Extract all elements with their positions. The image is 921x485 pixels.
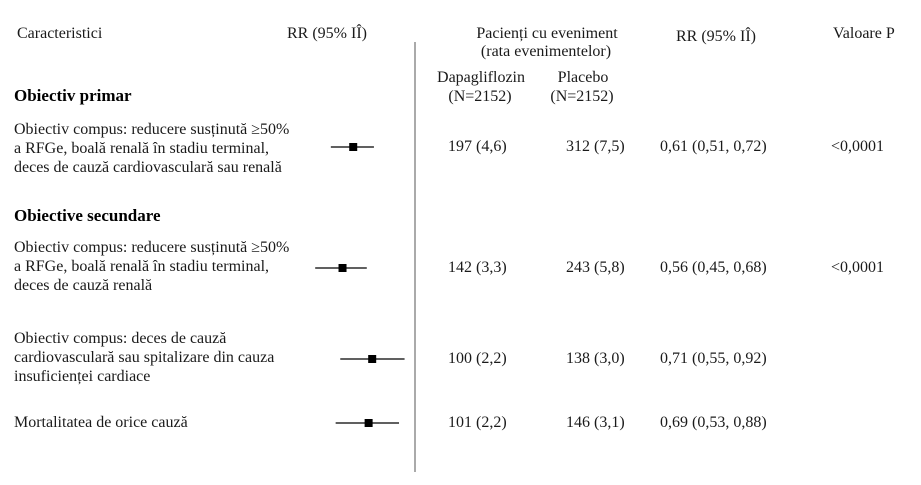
table-row: Obiectiv compus: reducere susținută ≥50%… bbox=[0, 238, 921, 298]
header-forest-rr: RR (95% IÎ) bbox=[287, 25, 367, 42]
header-arm-dapagliflozin-n: (N=2152) bbox=[448, 88, 512, 105]
header-event-rate: (rata evenimentelor) bbox=[480, 43, 612, 60]
row-label-line: deces de cauză cardiovasculară sau renal… bbox=[14, 159, 282, 176]
table-row: Obiectiv compus: reducere susținută ≥50%… bbox=[0, 120, 921, 180]
section-heading-primary: Obiectiv primar bbox=[14, 86, 132, 105]
row-label-line: cardiovasculară sau spitalizare din cauz… bbox=[14, 349, 275, 366]
cell-placebo: 138 (3,0) bbox=[566, 350, 625, 367]
cell-placebo: 243 (5,8) bbox=[566, 259, 625, 276]
cell-rr: 0,56 (0,45, 0,68) bbox=[660, 259, 767, 276]
row-label-line: a RFGe, boală renală în stadiu terminal, bbox=[14, 140, 270, 157]
header-p-value: Valoare P bbox=[833, 25, 895, 42]
cell-dapagliflozin: 101 (2,2) bbox=[448, 414, 507, 431]
header-rr: RR (95% IÎ) bbox=[676, 28, 756, 45]
section-heading-secondary: Obiective secundare bbox=[14, 206, 161, 225]
cell-dapagliflozin: 197 (4,6) bbox=[448, 138, 507, 155]
cell-p-value: <0,0001 bbox=[831, 138, 885, 155]
header-arm-placebo-n: (N=2152) bbox=[550, 88, 614, 105]
row-label-line: Obiectiv compus: deces de cauză bbox=[14, 330, 227, 347]
cell-rr: 0,61 (0,51, 0,72) bbox=[660, 138, 767, 155]
row-label-line: deces de cauză renală bbox=[14, 277, 153, 294]
row-label-line: a RFGe, boală renală în stadiu terminal, bbox=[14, 258, 270, 275]
header-patients-events: Pacienți cu eveniment bbox=[476, 25, 618, 42]
row-label-line: Obiectiv compus: reducere susținută ≥50% bbox=[14, 239, 290, 256]
row-label-line: Obiectiv compus: reducere susținută ≥50% bbox=[14, 121, 290, 138]
cell-dapagliflozin: 142 (3,3) bbox=[448, 259, 507, 276]
header-characteristics: Caracteristici bbox=[17, 25, 103, 42]
table-row: Mortalitatea de orice cauză 101 (2,2) 14… bbox=[0, 413, 921, 433]
cell-placebo: 146 (3,1) bbox=[566, 414, 625, 431]
header-arm-placebo: Placebo bbox=[557, 69, 609, 86]
cell-placebo: 312 (7,5) bbox=[566, 138, 625, 155]
cell-rr: 0,69 (0,53, 0,88) bbox=[660, 414, 767, 431]
header-arm-dapagliflozin: Dapagliflozin bbox=[437, 69, 525, 86]
cell-p-value: <0,0001 bbox=[831, 259, 885, 276]
cell-dapagliflozin: 100 (2,2) bbox=[448, 350, 507, 367]
row-label-line: insuficienței cardiace bbox=[14, 368, 151, 385]
row-label-line: Mortalitatea de orice cauză bbox=[14, 414, 188, 431]
table-row: Obiectiv compus: deces de cauză cardiova… bbox=[0, 329, 921, 389]
cell-rr: 0,71 (0,55, 0,92) bbox=[660, 350, 767, 367]
